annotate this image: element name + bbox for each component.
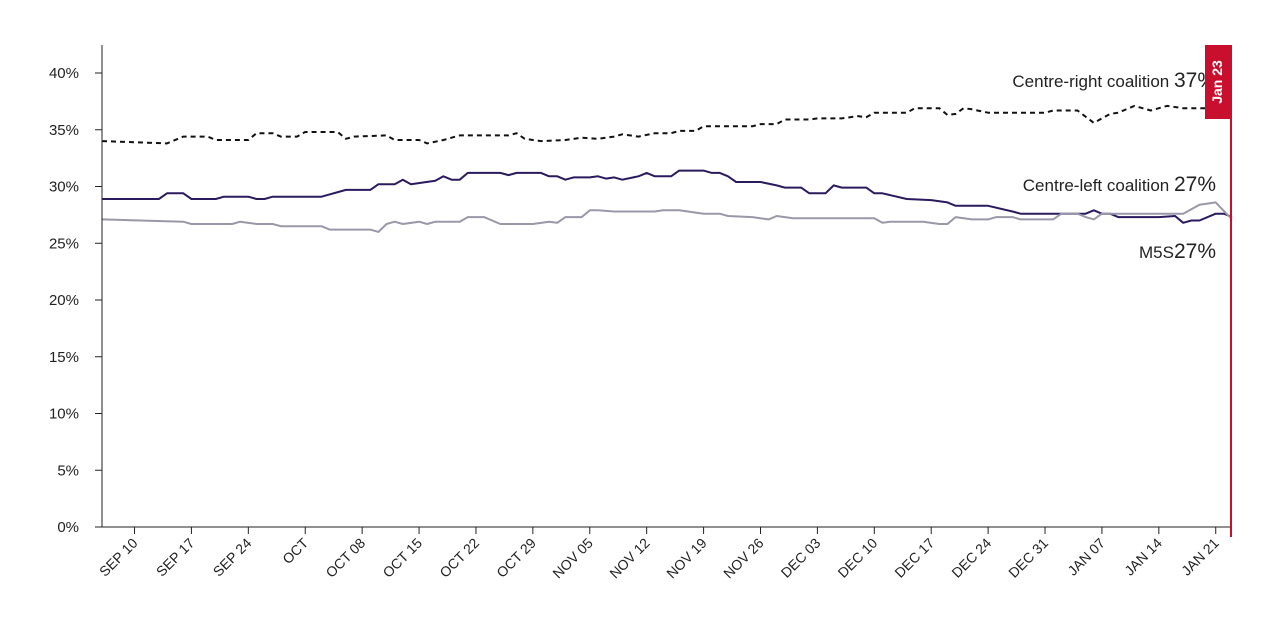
- series-value: 27%: [1174, 240, 1216, 263]
- x-tick-label: OCT 29: [493, 535, 539, 581]
- x-tick-label: SEP 10: [96, 535, 141, 580]
- axes: [101, 45, 1232, 528]
- x-tick-label: NOV 19: [663, 535, 710, 582]
- x-tick-label: DEC 31: [1005, 535, 1051, 581]
- y-tick-label: 30%: [49, 179, 79, 196]
- series-name: Centre-left coalition: [1023, 176, 1174, 195]
- x-tick-label: OCT 22: [436, 535, 482, 581]
- series-lines: [101, 104, 1233, 233]
- x-tick-label: SEP 17: [153, 535, 198, 580]
- y-tick-label: 15%: [49, 349, 79, 366]
- series-line-m5s: [101, 201, 1233, 233]
- x-tick-label: DEC 10: [834, 535, 880, 581]
- y-tick-label: 40%: [49, 65, 79, 82]
- x-tick-label: OCT: [279, 534, 312, 567]
- x-tick-label: DEC 03: [778, 535, 824, 581]
- x-axis-ticks: SEP 10 SEP 17 SEP 24 OCT OCT 08 OCT 15 OCT 22 O…: [96, 527, 1222, 581]
- x-tick-label: JAN 14: [1121, 535, 1165, 579]
- x-tick-label: DEC 17: [891, 535, 937, 581]
- x-tick-label: OCT 08: [322, 535, 368, 581]
- y-tick-label: 0%: [57, 519, 79, 536]
- y-tick-label: 20%: [49, 292, 79, 309]
- x-tick-label: NOV 12: [606, 535, 653, 582]
- x-tick-label: NOV 26: [720, 535, 767, 582]
- series-labels: Centre-right coalition 37% Centre-left co…: [1012, 69, 1216, 263]
- y-tick-label: 10%: [49, 406, 79, 423]
- date-marker: Jan 23: [1205, 45, 1232, 537]
- series-line-centre-left-coalition: [102, 169, 1233, 224]
- x-tick-label: OCT 15: [379, 535, 425, 581]
- x-tick-label: JAN 07: [1064, 535, 1108, 579]
- series-line-centre-right-coalition: [101, 104, 1232, 145]
- series-end-label: Centre-left coalition 27%: [1023, 173, 1216, 196]
- x-tick-label: DEC 24: [948, 535, 994, 581]
- series-value: 27%: [1174, 173, 1216, 196]
- series-end-label: Centre-right coalition 37%: [1012, 69, 1216, 92]
- x-tick-label: JAN 21: [1178, 535, 1222, 579]
- y-tick-label: 25%: [49, 235, 79, 252]
- series-name: Centre-right coalition: [1012, 72, 1174, 91]
- y-axis-ticks: 0% 5% 10% 15% 20% 25% 30% 35% 40%: [49, 65, 102, 536]
- x-tick-label: NOV 05: [549, 535, 596, 582]
- series-name: M5S: [1139, 243, 1174, 262]
- y-tick-label: 5%: [57, 462, 79, 479]
- marker-badge: [1205, 45, 1232, 119]
- y-tick-label: 35%: [49, 122, 79, 139]
- marker-label: Jan 23: [1209, 60, 1225, 104]
- series-end-label: M5S27%: [1139, 240, 1216, 263]
- x-tick-label: SEP 24: [210, 535, 255, 580]
